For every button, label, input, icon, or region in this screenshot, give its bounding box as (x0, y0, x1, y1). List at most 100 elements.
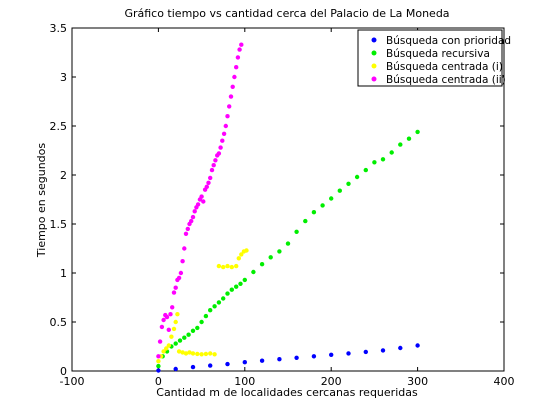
y-tick-label: 1 (60, 267, 67, 280)
data-point (177, 338, 183, 343)
data-point (234, 263, 239, 269)
data-point (166, 327, 171, 332)
data-point (212, 352, 217, 357)
data-point (187, 350, 192, 355)
data-point (171, 326, 177, 332)
legend-label: Búsqueda centrada (ii) (386, 74, 506, 86)
data-point (277, 357, 282, 362)
data-point (168, 312, 173, 317)
data-point (213, 158, 218, 163)
data-point (354, 174, 360, 180)
chart-title: Gráfico tiempo vs cantidad cerca del Pal… (124, 7, 449, 20)
data-point (225, 361, 230, 367)
data-point (182, 335, 187, 340)
data-point (164, 314, 170, 320)
y-tick-label: 0 (60, 365, 67, 378)
data-point (185, 226, 190, 232)
data-point (178, 270, 184, 276)
x-tick-label: -100 (60, 375, 85, 388)
y-tick-label: 2 (60, 169, 67, 182)
data-point (203, 351, 209, 357)
data-point (223, 123, 228, 129)
data-point (225, 263, 230, 269)
series-2 (156, 129, 420, 369)
data-point (216, 151, 222, 156)
data-point (216, 300, 222, 305)
data-point (206, 180, 211, 185)
data-point (156, 359, 161, 364)
data-point (268, 255, 273, 260)
data-point (238, 281, 243, 286)
data-point (229, 264, 234, 270)
legend-label: Búsqueda centrada (i) (386, 61, 503, 73)
data-point (156, 368, 161, 373)
data-point (216, 263, 222, 269)
data-point (221, 264, 226, 270)
data-point (171, 290, 177, 295)
data-point (208, 308, 213, 313)
data-point (303, 218, 308, 224)
data-point (346, 351, 351, 356)
data-point (164, 346, 169, 351)
data-point (203, 313, 209, 319)
data-point (232, 74, 237, 80)
data-point (201, 199, 206, 204)
data-point (204, 184, 209, 189)
data-point (156, 363, 161, 369)
data-point (228, 94, 234, 99)
data-point (389, 150, 394, 155)
series-1 (156, 343, 420, 373)
data-point (183, 231, 189, 236)
data-point (218, 145, 223, 150)
data-point (239, 42, 244, 47)
data-point (415, 129, 420, 135)
data-point (173, 341, 178, 346)
data-point (259, 358, 265, 363)
data-point (176, 349, 182, 354)
data-point (277, 249, 282, 254)
x-tick-label: 400 (494, 375, 515, 388)
data-point (199, 194, 204, 199)
data-point (320, 203, 325, 208)
data-point (239, 252, 244, 257)
data-point (225, 114, 230, 119)
data-point (221, 131, 227, 136)
data-point (329, 196, 334, 201)
data-point (195, 351, 200, 357)
legend-marker (371, 76, 377, 82)
data-point (244, 248, 249, 253)
data-point (180, 259, 185, 264)
data-point (220, 138, 225, 143)
series-3 (156, 248, 249, 364)
data-point (225, 291, 230, 296)
data-point (170, 305, 175, 310)
data-point (235, 55, 241, 60)
data-point (398, 345, 403, 351)
data-point (380, 157, 386, 162)
data-point (195, 202, 201, 207)
data-point (294, 355, 299, 360)
data-point (227, 104, 232, 109)
data-point (175, 312, 180, 317)
data-point (363, 167, 368, 173)
data-point (161, 349, 166, 354)
data-point (159, 324, 165, 330)
data-point (329, 352, 334, 357)
x-tick-label: 0 (155, 375, 162, 388)
data-point (173, 319, 178, 325)
data-point (190, 364, 196, 370)
legend-marker (371, 63, 377, 69)
data-point (372, 160, 377, 165)
y-tick-label: 1.5 (50, 218, 68, 231)
data-point (251, 269, 256, 275)
data-point (199, 319, 204, 325)
data-point (285, 241, 291, 246)
data-point (311, 210, 317, 215)
data-point (156, 354, 161, 359)
data-point (380, 348, 386, 353)
data-point (398, 142, 403, 147)
data-point (166, 343, 171, 348)
